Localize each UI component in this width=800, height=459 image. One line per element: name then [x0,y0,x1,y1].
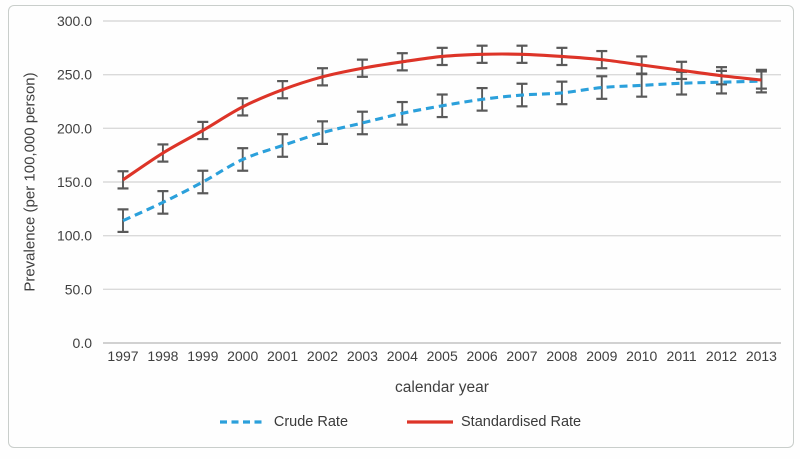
svg-text:2002: 2002 [307,348,338,364]
svg-text:2013: 2013 [746,348,777,364]
standardised-rate-solid-line-swatch [407,420,454,424]
svg-text:2006: 2006 [467,348,498,364]
svg-text:0.0: 0.0 [73,335,93,351]
svg-text:100.0: 100.0 [57,228,92,244]
svg-text:2010: 2010 [626,348,657,364]
svg-text:2011: 2011 [667,348,697,364]
svg-text:2001: 2001 [267,348,298,364]
svg-text:2005: 2005 [427,348,458,364]
chart-legend: Crude Rate Standardised Rate [0,414,800,430]
svg-text:2000: 2000 [227,348,258,364]
svg-text:250.0: 250.0 [57,67,92,83]
svg-text:200.0: 200.0 [57,120,92,136]
svg-text:2008: 2008 [546,348,577,364]
x-axis-title: calendar year [395,379,489,396]
svg-text:1999: 1999 [187,348,218,364]
legend-item-crude-rate: Crude Rate [219,414,348,430]
svg-text:2009: 2009 [586,348,617,364]
svg-text:2007: 2007 [506,348,537,364]
svg-text:300.0: 300.0 [57,13,92,29]
legend-label-crude-rate: Crude Rate [273,414,349,430]
svg-text:2012: 2012 [706,348,737,364]
legend-label-standardised-rate: Standardised Rate [461,414,582,430]
svg-text:1998: 1998 [147,348,178,364]
y-axis-title: Prevalence (per 100,000 person) [21,72,39,292]
crude-rate-dashed-line-swatch [219,420,266,424]
svg-text:2004: 2004 [387,348,418,364]
svg-text:50.0: 50.0 [65,281,92,297]
svg-text:1997: 1997 [107,348,138,364]
svg-text:2003: 2003 [347,348,378,364]
legend-item-standardised-rate: Standardised Rate [406,414,581,430]
svg-text:150.0: 150.0 [57,174,92,190]
